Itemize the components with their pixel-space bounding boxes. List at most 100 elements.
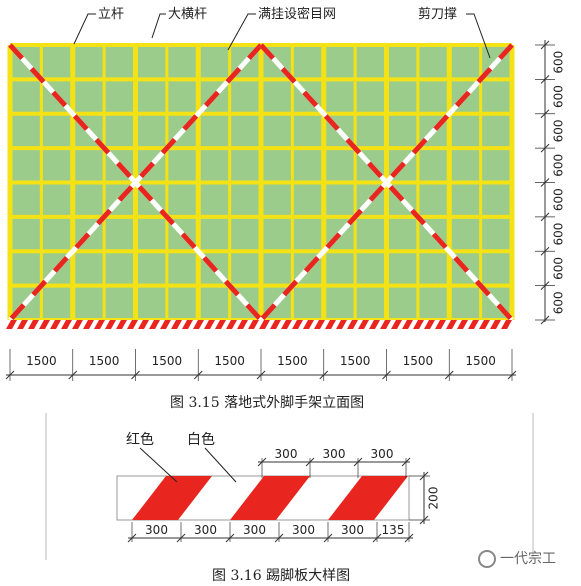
bottom-dim-tick (372, 533, 382, 543)
label-upright: 立杆 (98, 7, 124, 22)
height-dim-tick (419, 515, 429, 525)
leader-upright (73, 13, 96, 45)
toe-strip-hatch (17, 320, 28, 329)
toe-strip-hatch (270, 320, 281, 329)
hdim-label: 1500 (152, 354, 183, 368)
label-ledger: 大横杆 (168, 7, 207, 22)
top-dim-label: 300 (275, 447, 298, 461)
toe-strip-hatch (424, 320, 435, 329)
toe-strip-hatch (369, 320, 380, 329)
toe-strip-hatch (105, 320, 116, 329)
toe-strip-hatch (468, 320, 479, 329)
toe-strip-hatch (402, 320, 413, 329)
vdim-label: 600 (552, 154, 566, 177)
toe-strip-hatch (325, 320, 336, 329)
scaffold-elevation: 立杆 大横杆 满挂设密目网 剪刀撑 6006006006006006006006… (5, 6, 566, 381)
detail-dimensions: 300 300 300 300 300 300 300 300 135 200 (127, 447, 441, 543)
hdim-label: 1500 (214, 354, 245, 368)
toe-strip-hatch (248, 320, 259, 329)
top-dim-tick (257, 457, 267, 467)
toe-strip-hatch (336, 320, 347, 329)
toe-board-stripes (132, 476, 408, 520)
hdim-label: 1500 (465, 354, 496, 368)
toe-strip-hatch (501, 320, 512, 329)
toe-strip-hatch (314, 320, 325, 329)
toe-strip-hatch (479, 320, 490, 329)
hdim-label: 1500 (277, 354, 308, 368)
horizontal-dimensions: 1500 1500 1500 1500 1500 1500 1500 1500 (5, 349, 517, 381)
watermark-text: 一代宗工 (500, 551, 556, 567)
toe-strip-hatch (215, 320, 226, 329)
bottom-dim-label: 300 (194, 523, 217, 537)
toe-strip-hatch (435, 320, 446, 329)
bottom-dim-label: 300 (243, 523, 266, 537)
hdim-label: 1500 (340, 354, 371, 368)
leader-ledger (151, 13, 166, 39)
brace-base (259, 43, 514, 322)
bottom-dim-tick (225, 533, 235, 543)
hdim-tick (444, 370, 454, 380)
toe-strip-hatch (116, 320, 127, 329)
watermark-logo-icon (478, 550, 496, 568)
figure-caption-3-16: 图 3.16 踢脚板大样图 (212, 568, 351, 584)
leader-bracing (466, 13, 491, 59)
vdim-label: 600 (552, 51, 566, 74)
toe-board-strip (6, 320, 512, 329)
bottom-dim-label: 300 (341, 523, 364, 537)
hdim-label: 1500 (26, 354, 57, 368)
bottom-dim-label: 300 (292, 523, 315, 537)
red-stripe (328, 476, 408, 520)
figure-caption-3-15: 图 3.15 落地式外脚手架立面图 (170, 395, 365, 411)
toe-strip-hatch (83, 320, 94, 329)
toe-strip-hatch (259, 320, 270, 329)
hdim-tick (507, 370, 517, 380)
toe-strip-hatch (171, 320, 182, 329)
leader-netting (227, 13, 256, 51)
vdim-label: 600 (552, 85, 566, 108)
toe-strip-hatch (50, 320, 61, 329)
hdim-tick (193, 370, 203, 380)
bottom-dim-tick (323, 533, 333, 543)
bottom-dim-tick (176, 533, 186, 543)
top-dim-tick (305, 457, 315, 467)
toe-strip-hatch (204, 320, 215, 329)
bottom-dim-tick (274, 533, 284, 543)
toe-strip-hatch (237, 320, 248, 329)
hdim-label: 1500 (403, 354, 434, 368)
toe-strip-hatch (226, 320, 237, 329)
vdim-label: 600 (552, 119, 566, 142)
top-dim-tick (353, 457, 363, 467)
vdim-label: 600 (552, 257, 566, 280)
toe-strip-hatch (39, 320, 50, 329)
label-bracing: 剪刀撑 (418, 6, 457, 22)
toe-strip-hatch (127, 320, 138, 329)
toe-strip-hatch (61, 320, 72, 329)
toe-strip-hatch (380, 320, 391, 329)
vdim-label: 600 (552, 223, 566, 246)
brace-base (8, 43, 263, 322)
top-dim-tick (401, 457, 411, 467)
hdim-tick (5, 370, 15, 380)
hdim-tick (382, 370, 391, 380)
toe-strip-hatch (490, 320, 501, 329)
red-stripe (132, 476, 212, 520)
toe-strip-hatch (72, 320, 83, 329)
toe-strip-hatch (413, 320, 424, 329)
leader-red (139, 447, 178, 483)
toe-strip-hatch (292, 320, 303, 329)
watermark: 一代宗工 (478, 548, 556, 568)
toe-strip-hatch (303, 320, 314, 329)
leader-white (204, 447, 237, 483)
toe-strip-hatch (28, 320, 39, 329)
toe-strip-hatch (193, 320, 204, 329)
vdim-label: 600 (552, 188, 566, 211)
toe-strip-hatch (149, 320, 160, 329)
height-dim-label: 200 (427, 487, 441, 510)
hdim-tick (131, 370, 140, 380)
hdim-tick (256, 370, 266, 380)
bottom-dim-tick (127, 533, 137, 543)
hdim-tick (68, 370, 78, 380)
vdim-label: 600 (552, 291, 566, 314)
hdim-tick (319, 370, 329, 380)
